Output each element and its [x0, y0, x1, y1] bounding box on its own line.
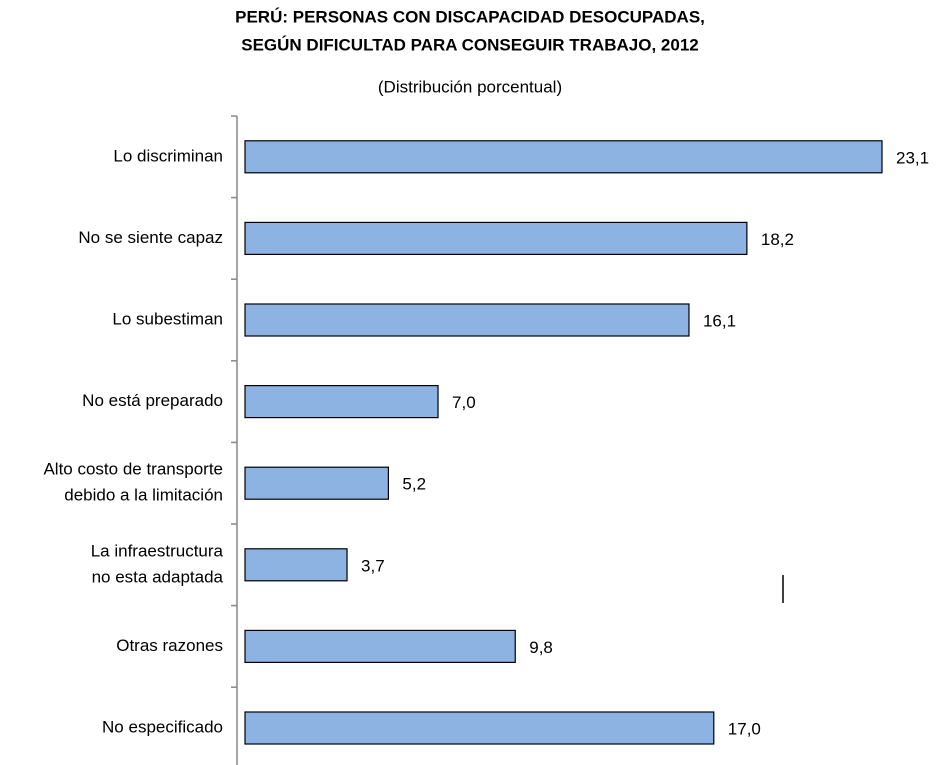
y-tick-label: debido a la limitación — [64, 486, 223, 505]
bar — [244, 711, 715, 745]
y-tick-label: No está preparado — [82, 391, 223, 410]
chart-title: PERÚ: PERSONAS CON DISCAPACIDAD DESOCUPA… — [235, 7, 705, 26]
bar — [244, 385, 439, 419]
data-label: 5,2 — [402, 475, 426, 494]
y-tick-label: no esta adaptada — [92, 567, 224, 586]
data-label: 3,7 — [361, 556, 385, 575]
y-tick-label: No se siente capaz — [78, 228, 223, 247]
bar — [244, 466, 389, 500]
y-tick-label: Lo subestiman — [112, 309, 223, 328]
bar — [244, 140, 883, 174]
y-tick-label: Otras razones — [116, 636, 223, 655]
bar — [244, 548, 348, 582]
bar — [244, 629, 516, 664]
data-label: 16,1 — [703, 311, 736, 330]
data-label: 23,1 — [896, 148, 929, 167]
data-label: 18,2 — [761, 230, 794, 249]
y-tick-label: No especificado — [102, 717, 223, 736]
bar — [244, 221, 748, 255]
data-label: 9,8 — [529, 638, 553, 657]
y-tick-label: Lo discriminan — [113, 146, 223, 165]
data-label: 7,0 — [452, 393, 476, 412]
data-label: 17,0 — [728, 719, 761, 738]
chart-subtitle: (Distribución porcentual) — [378, 77, 562, 96]
chart-title: SEGÚN DIFICULTAD PARA CONSEGUIR TRABAJO,… — [241, 35, 698, 54]
y-tick-label: La infraestructura — [91, 541, 224, 560]
y-tick-label: Alto costo de transporte — [43, 460, 223, 479]
bar — [244, 303, 690, 337]
